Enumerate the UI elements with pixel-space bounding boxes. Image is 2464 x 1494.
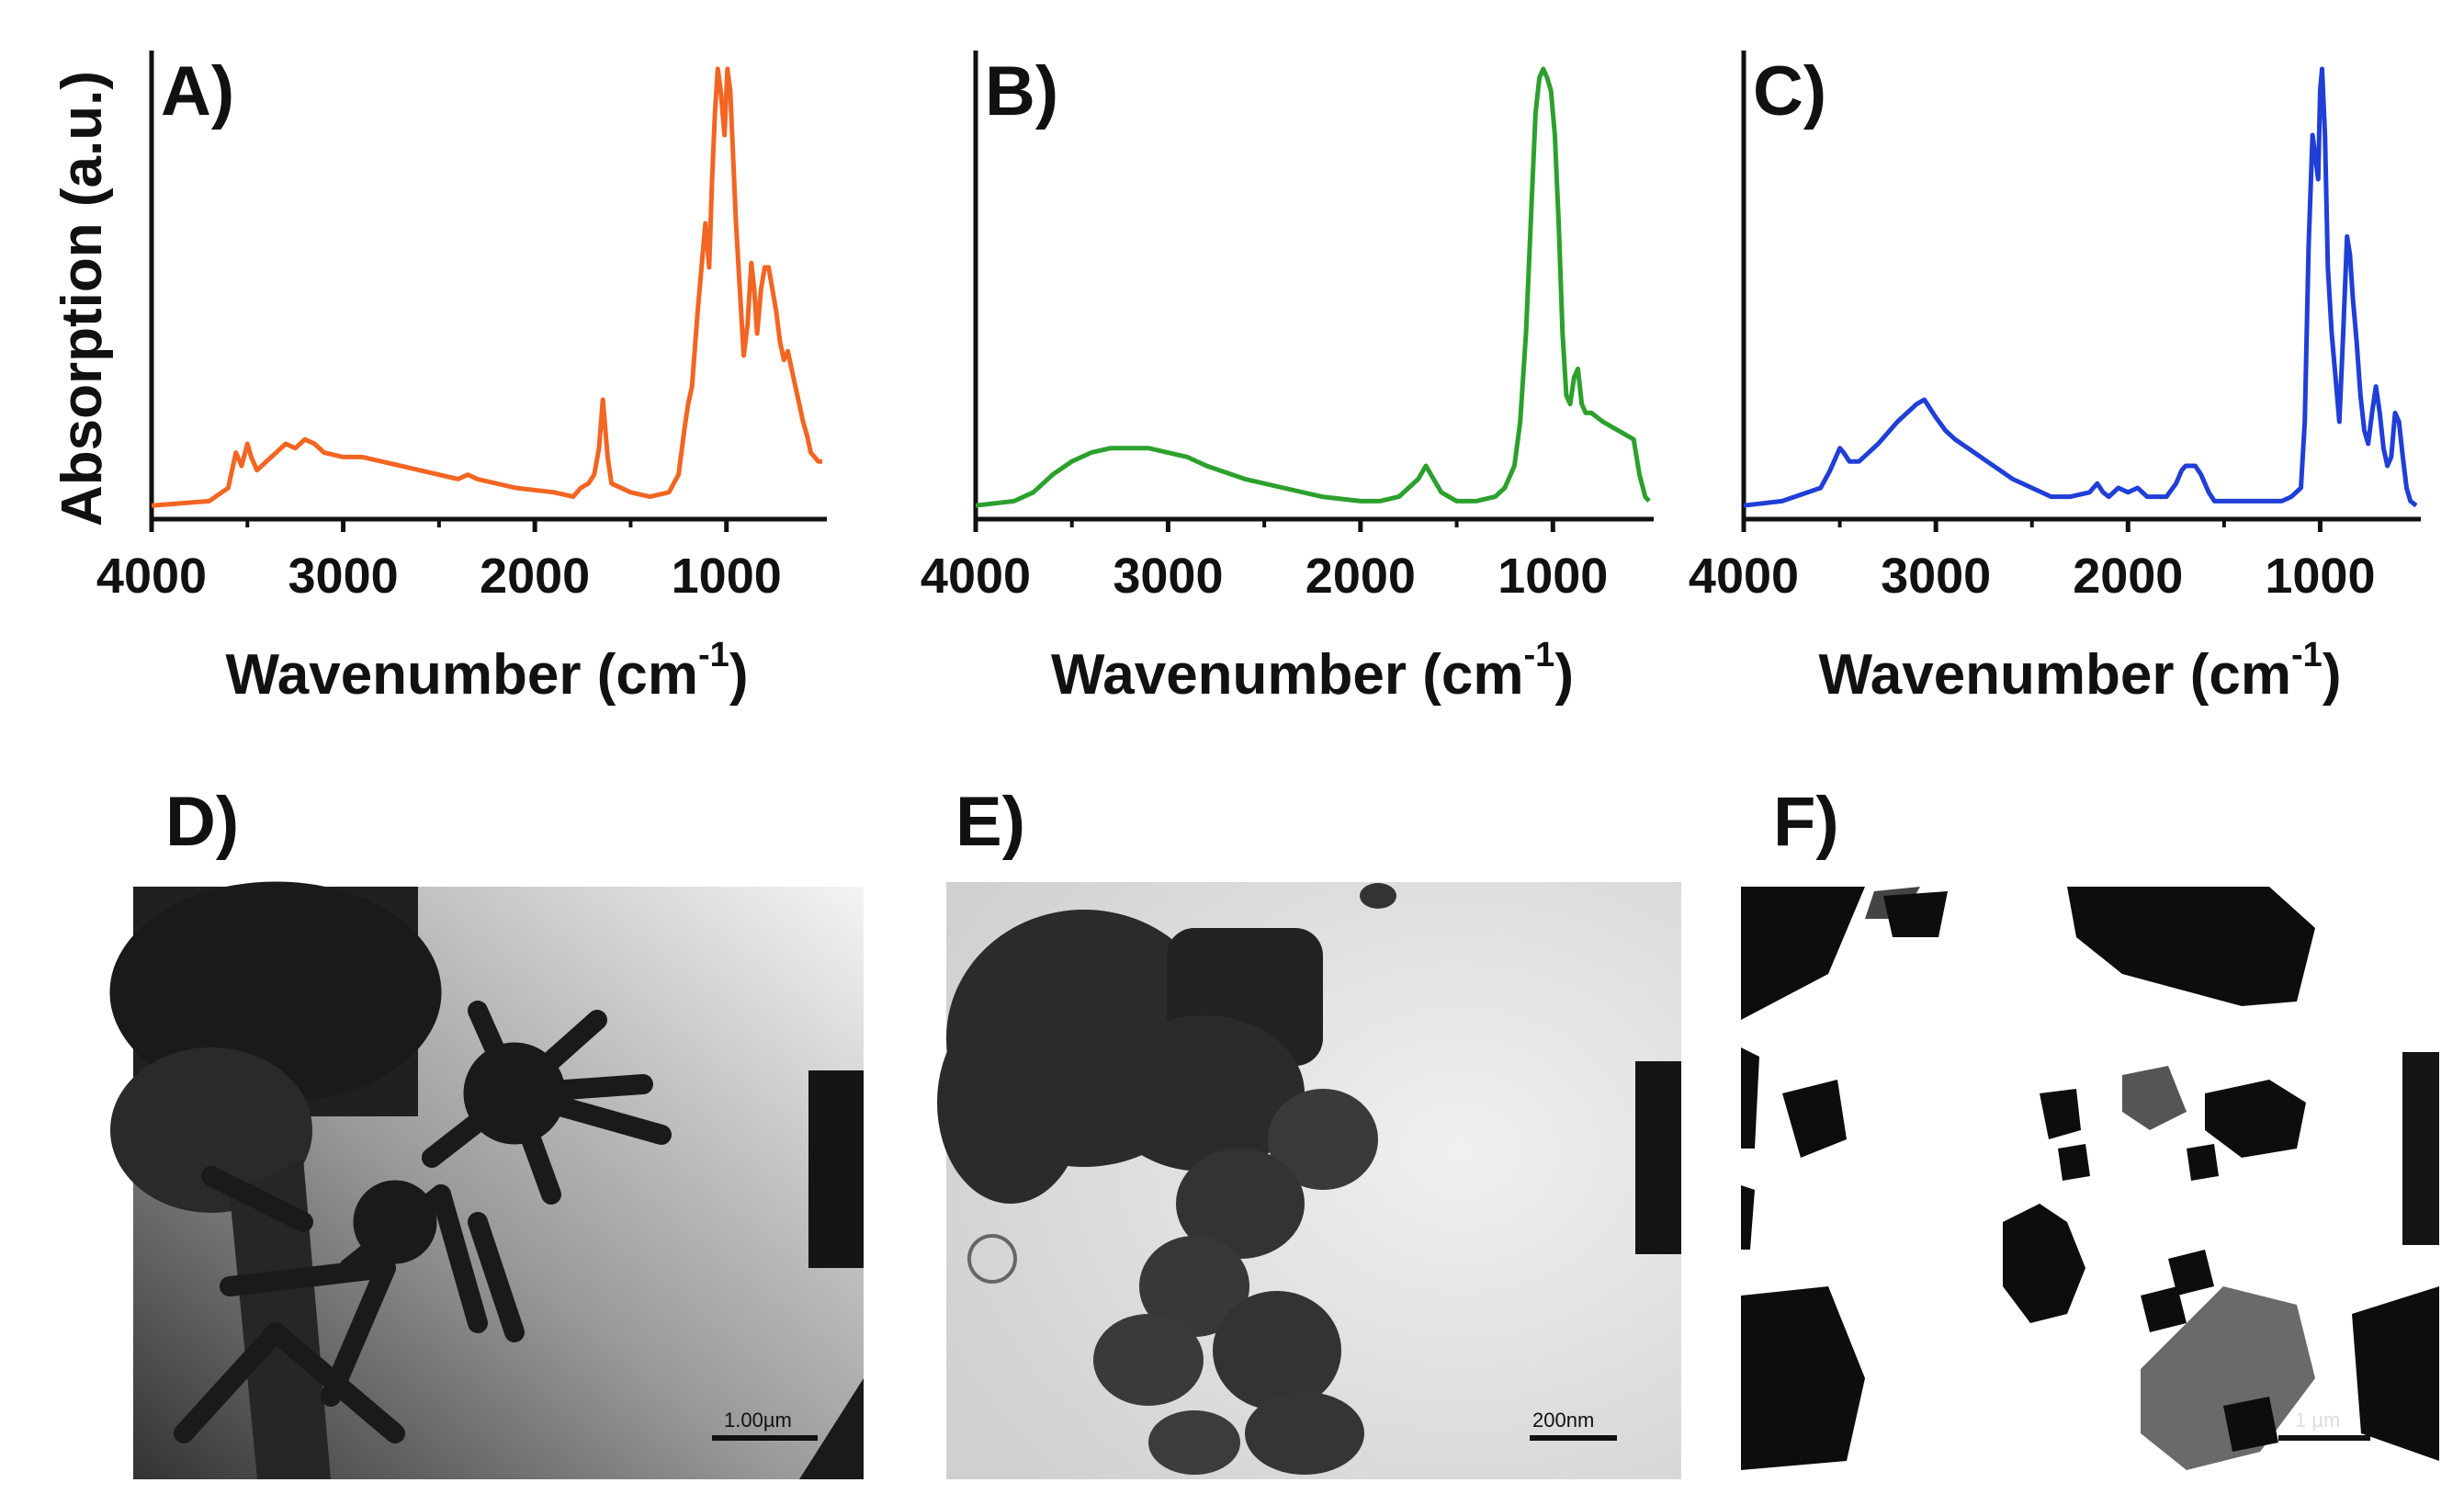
spectrum-line [975, 66, 1651, 508]
panel-letter-f: F) [1773, 783, 1839, 861]
x-tick-label: 1000 [1498, 549, 1608, 604]
x-tick-label: 1000 [672, 549, 782, 604]
crystal-particles [1741, 887, 2439, 1470]
tem-image-f-side-mark [2402, 1052, 2439, 1245]
panel-letter-e: E) [955, 783, 1025, 861]
dendritic-crystals [109, 881, 672, 1479]
x-tick-label: 3000 [288, 549, 399, 604]
tem-image-d-side-mark [808, 1070, 864, 1268]
x-tick-label: 4000 [1689, 549, 1799, 604]
scale-bar-e: 200nm [1530, 1409, 1617, 1441]
scale-bar-f: 1 µm [2278, 1409, 2370, 1441]
scale-bar-e-label: 200nm [1532, 1409, 1594, 1432]
tem-image-d-corner-crystal [799, 1378, 864, 1479]
ftir-spectrum-c: C) 4000 3000 2000 1000 Wavenumber (cm-1) [1689, 51, 2421, 707]
scale-bar-f-label: 1 µm [2295, 1409, 2340, 1432]
tem-image-d: D) [109, 783, 864, 1479]
x-tick-label: 3000 [1113, 549, 1223, 604]
scale-bar-d-label: 1.00µm [724, 1409, 792, 1432]
x-tick-label: 3000 [1881, 549, 1991, 604]
x-axis-title: Wavenumber (cm-1) [1819, 636, 2342, 707]
spectrum-line [151, 66, 822, 508]
x-tick-label: 4000 [921, 549, 1031, 604]
tem-image-e: E) 200nm [937, 783, 1681, 1479]
tem-image-e-side-mark [1635, 1061, 1681, 1254]
x-tick-label: 2000 [2073, 549, 2183, 604]
ftir-spectrum-b: B) 4000 3000 2000 1000 Wavenumber (cm-1) [921, 51, 1654, 707]
panel-letter-d: D) [165, 783, 239, 861]
x-tick-label: 1000 [2265, 549, 2375, 604]
y-axis-title: Absorption (a.u.) [51, 71, 114, 526]
panel-letter: B) [985, 52, 1058, 130]
panel-letter: C) [1753, 52, 1826, 130]
panel-letter: A) [161, 52, 234, 130]
x-tick-label: 2000 [480, 549, 590, 604]
tem-image-f: F) 1 µm [1741, 783, 2439, 1479]
nanoparticle-clusters [937, 883, 1396, 1475]
scale-bar-d: 1.00µm [712, 1409, 818, 1441]
x-axis-title: Wavenumber (cm-1) [1051, 636, 1574, 707]
ftir-spectrum-a: A) 4000 3000 2000 1000 Wavenumber (cm-1) Absor… [51, 51, 827, 707]
x-tick-label: 4000 [96, 549, 207, 604]
x-tick-label: 2000 [1305, 549, 1416, 604]
x-axis-title: Wavenumber (cm-1) [226, 636, 749, 707]
spectrum-line [1743, 66, 2418, 508]
